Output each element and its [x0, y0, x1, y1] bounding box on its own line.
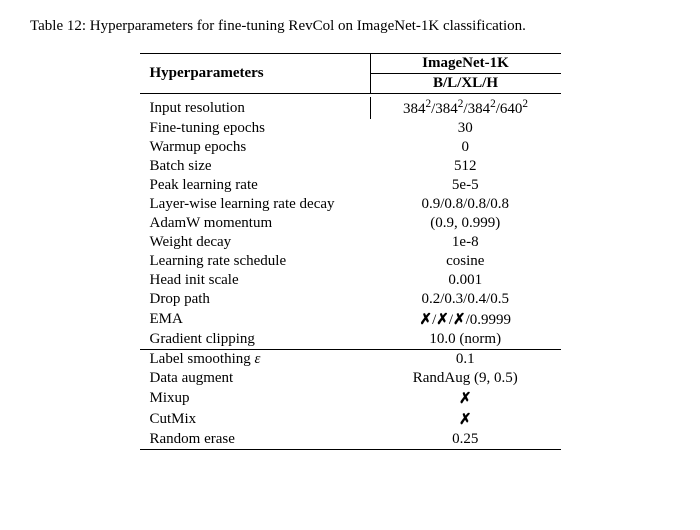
table-row: Mixup✗: [140, 388, 561, 409]
table-row: EMA✗/✗/✗/0.9999: [140, 309, 561, 330]
table-row: Head init scale0.001: [140, 271, 561, 290]
param-value: 0: [370, 138, 561, 157]
param-value: ✗/✗/✗/0.9999: [370, 309, 561, 330]
param-name: Weight decay: [140, 233, 370, 252]
table-row: Data augmentRandAug (9, 0.5): [140, 369, 561, 388]
param-value: 0.9/0.8/0.8/0.8: [370, 195, 561, 214]
header-dataset: ImageNet-1K: [370, 54, 561, 74]
table-row: Label smoothing ε0.1: [140, 350, 561, 370]
param-name: Input resolution: [140, 97, 370, 119]
param-value: 30: [370, 119, 561, 138]
param-name: Learning rate schedule: [140, 252, 370, 271]
param-value: 0.1: [370, 350, 561, 370]
param-value: 5e-5: [370, 176, 561, 195]
param-name: CutMix: [140, 409, 370, 430]
param-name: AdamW momentum: [140, 214, 370, 233]
table-row: Gradient clipping10.0 (norm): [140, 330, 561, 350]
param-value: RandAug (9, 0.5): [370, 369, 561, 388]
param-value: 0.001: [370, 271, 561, 290]
table-row: Drop path0.2/0.3/0.4/0.5: [140, 290, 561, 309]
param-name: Random erase: [140, 430, 370, 450]
param-name: Peak learning rate: [140, 176, 370, 195]
header-variants: B/L/XL/H: [370, 74, 561, 94]
param-value: 3842/3842/3842/6402: [370, 97, 561, 119]
table-row: Fine-tuning epochs30: [140, 119, 561, 138]
param-name: Warmup epochs: [140, 138, 370, 157]
param-name: Drop path: [140, 290, 370, 309]
param-name: Head init scale: [140, 271, 370, 290]
param-value: 512: [370, 157, 561, 176]
param-name: Layer-wise learning rate decay: [140, 195, 370, 214]
param-value: 1e-8: [370, 233, 561, 252]
param-name: Fine-tuning epochs: [140, 119, 370, 138]
table-caption: Table 12: Hyperparameters for fine-tunin…: [30, 18, 670, 35]
param-name: EMA: [140, 309, 370, 330]
param-value: ✗: [370, 409, 561, 430]
param-value: 0.2/0.3/0.4/0.5: [370, 290, 561, 309]
param-value: 10.0 (norm): [370, 330, 561, 350]
table-row: Input resolution3842/3842/3842/6402: [140, 97, 561, 119]
header-params: Hyperparameters: [140, 54, 370, 94]
hyperparameter-table: Hyperparameters ImageNet-1K B/L/XL/H Inp…: [140, 53, 561, 450]
table-row: Random erase0.25: [140, 430, 561, 450]
param-name: Mixup: [140, 388, 370, 409]
param-value: cosine: [370, 252, 561, 271]
param-name: Label smoothing ε: [140, 350, 370, 370]
param-name: Data augment: [140, 369, 370, 388]
table-row: Warmup epochs0: [140, 138, 561, 157]
table-row: Weight decay1e-8: [140, 233, 561, 252]
table-row: Peak learning rate5e-5: [140, 176, 561, 195]
table-row: Learning rate schedulecosine: [140, 252, 561, 271]
table-row: Batch size512: [140, 157, 561, 176]
table-row: AdamW momentum(0.9, 0.999): [140, 214, 561, 233]
table-row: CutMix✗: [140, 409, 561, 430]
param-value: ✗: [370, 388, 561, 409]
param-name: Batch size: [140, 157, 370, 176]
param-value: 0.25: [370, 430, 561, 450]
param-value: (0.9, 0.999): [370, 214, 561, 233]
table-row: Layer-wise learning rate decay0.9/0.8/0.…: [140, 195, 561, 214]
param-name: Gradient clipping: [140, 330, 370, 350]
